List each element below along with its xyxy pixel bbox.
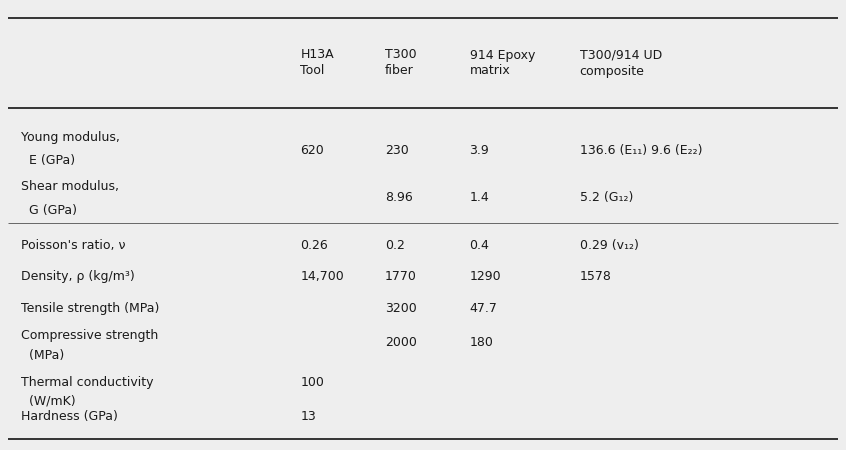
Text: Poisson's ratio, ν: Poisson's ratio, ν (21, 239, 126, 252)
Text: 3.9: 3.9 (470, 144, 489, 157)
Text: 0.2: 0.2 (385, 239, 404, 252)
Text: 0.29 (v₁₂): 0.29 (v₁₂) (580, 239, 639, 252)
Text: (MPa): (MPa) (21, 349, 64, 362)
Text: 1290: 1290 (470, 270, 501, 283)
Text: Shear modulus,: Shear modulus, (21, 180, 119, 193)
Text: 2000: 2000 (385, 336, 417, 348)
Text: Young modulus,: Young modulus, (21, 131, 120, 144)
Text: 0.26: 0.26 (300, 239, 328, 252)
Text: 3200: 3200 (385, 302, 417, 315)
Text: 914 Epoxy
matrix: 914 Epoxy matrix (470, 49, 535, 77)
Text: 136.6 (E₁₁) 9.6 (E₂₂): 136.6 (E₁₁) 9.6 (E₂₂) (580, 144, 702, 157)
Text: 47.7: 47.7 (470, 302, 497, 315)
Text: Hardness (GPa): Hardness (GPa) (21, 410, 118, 423)
Text: 5.2 (G₁₂): 5.2 (G₁₂) (580, 192, 633, 204)
Text: (W/mK): (W/mK) (21, 395, 76, 408)
Text: H13A
Tool: H13A Tool (300, 49, 334, 77)
Text: 0.4: 0.4 (470, 239, 489, 252)
Text: 1770: 1770 (385, 270, 417, 283)
Text: Density, ρ (kg/m³): Density, ρ (kg/m³) (21, 270, 135, 283)
Text: 8.96: 8.96 (385, 192, 413, 204)
Text: 13: 13 (300, 410, 316, 423)
Text: Tensile strength (MPa): Tensile strength (MPa) (21, 302, 160, 315)
Text: 620: 620 (300, 144, 324, 157)
Text: T300/914 UD
composite: T300/914 UD composite (580, 49, 662, 77)
Text: 180: 180 (470, 336, 493, 348)
Text: Compressive strength: Compressive strength (21, 329, 158, 342)
Text: T300
fiber: T300 fiber (385, 49, 416, 77)
Text: 100: 100 (300, 376, 324, 389)
Text: 230: 230 (385, 144, 409, 157)
Text: G (GPa): G (GPa) (21, 204, 77, 216)
Text: Thermal conductivity: Thermal conductivity (21, 376, 154, 389)
Text: 14,700: 14,700 (300, 270, 344, 283)
Text: E (GPa): E (GPa) (21, 154, 75, 167)
Text: 1578: 1578 (580, 270, 612, 283)
Text: 1.4: 1.4 (470, 192, 489, 204)
